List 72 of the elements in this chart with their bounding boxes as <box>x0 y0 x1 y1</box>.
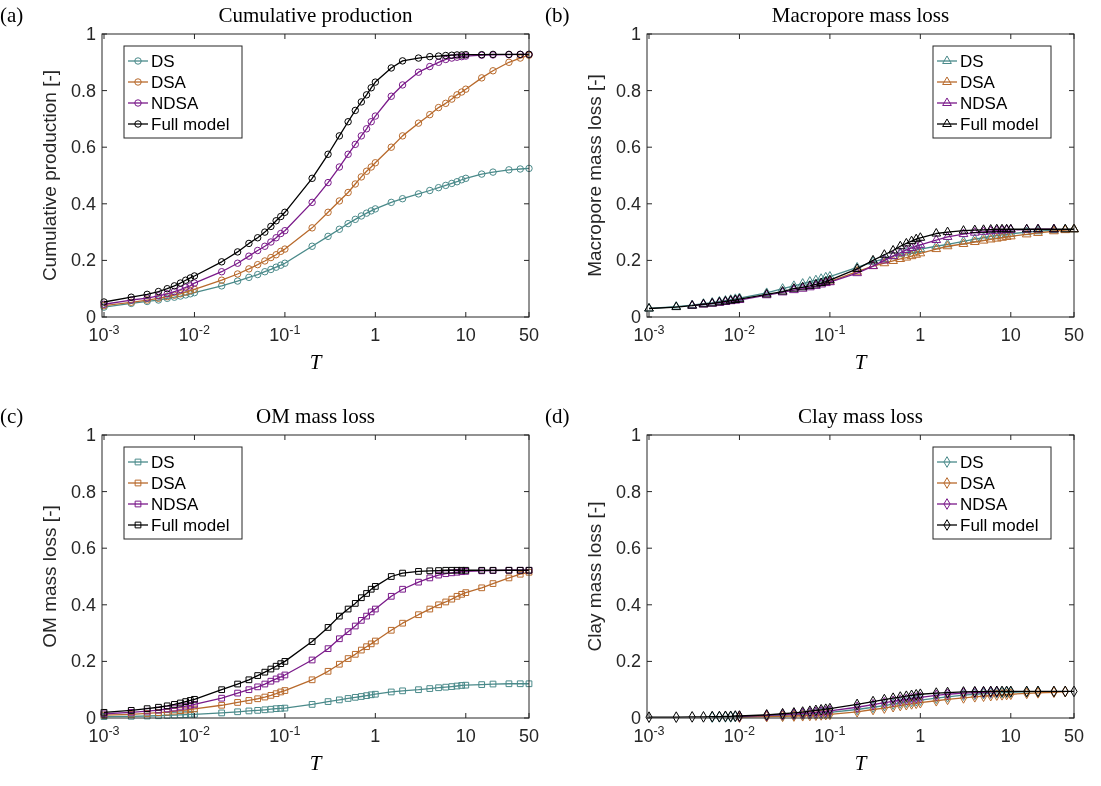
legend-label: NDSA <box>960 94 1008 113</box>
y-tick-label: 0.2 <box>615 250 641 271</box>
legend-label: DS <box>960 453 984 472</box>
x-tick-label: 10$^{-1}$ <box>814 724 846 746</box>
chart-title: Cumulative production <box>218 3 414 27</box>
y-tick-label: 0.8 <box>615 80 641 101</box>
x-tick-label: 10 <box>455 726 476 746</box>
chart-title: Macropore mass loss <box>771 3 950 27</box>
y-tick-label: 0.4 <box>70 193 96 214</box>
y-tick-label: 0.6 <box>615 538 641 559</box>
y-tick-label: 0.2 <box>70 250 96 271</box>
y-tick-label: 0.4 <box>615 594 641 615</box>
legend-label: Full model <box>151 115 230 134</box>
y-tick-label: 0.8 <box>70 481 96 502</box>
x-tick-label: 10 <box>1000 726 1021 746</box>
y-axis-title: Cumulative production [-] <box>39 69 60 282</box>
legend-label: NDSA <box>151 495 199 514</box>
chart-title: Clay mass loss <box>798 404 923 428</box>
legend-label: DS <box>151 453 175 472</box>
text: (c) <box>0 404 24 428</box>
y-tick-label: 0.4 <box>70 594 96 615</box>
x-axis-title: T <box>854 350 868 374</box>
legend-label: DS <box>960 52 984 71</box>
legend-label: Full model <box>960 516 1039 535</box>
legend-label: Full model <box>151 516 230 535</box>
x-tick-label: 50 <box>518 325 540 345</box>
x-tick-label: 10$^{-1}$ <box>269 724 301 746</box>
x-axis-title: T <box>309 350 323 374</box>
x-tick-label: 1 <box>370 325 381 345</box>
legend-label: DSA <box>151 474 187 493</box>
x-tick-label: 1 <box>915 726 926 746</box>
x-tick-label: 1 <box>370 726 381 746</box>
y-tick-label: 0.4 <box>615 193 641 214</box>
y-tick-label: 1 <box>630 24 641 44</box>
text: (b) <box>545 3 570 27</box>
y-tick-label: 0.8 <box>615 481 641 502</box>
text: (a) <box>0 3 24 27</box>
x-tick-label: 10$^{-1}$ <box>814 323 846 345</box>
legend-label: DSA <box>151 73 187 92</box>
y-axis-title: OM mass loss [-] <box>39 505 60 648</box>
y-tick-label: 1 <box>85 425 96 445</box>
legend-label: NDSA <box>960 495 1008 514</box>
x-tick-label: 1 <box>915 325 926 345</box>
x-tick-label: 50 <box>1063 325 1085 345</box>
x-axis-title: T <box>854 751 868 775</box>
y-axis-title: Macropore mass loss [-] <box>584 74 605 277</box>
x-tick-label: 10 <box>1000 325 1021 345</box>
y-tick-label: 0.2 <box>615 651 641 672</box>
y-axis-title: Clay mass loss [-] <box>584 501 605 652</box>
x-tick-label: 50 <box>1063 726 1085 746</box>
x-tick-label: 10$^{-2}$ <box>178 323 211 345</box>
x-tick-label: 10$^{-2}$ <box>178 724 211 746</box>
legend-label: NDSA <box>151 94 199 113</box>
x-tick-label: 10$^{-2}$ <box>723 323 756 345</box>
legend-label: DS <box>151 52 175 71</box>
text: (d) <box>545 404 570 428</box>
y-tick-label: 0.6 <box>70 538 96 559</box>
legend-label: DSA <box>960 73 996 92</box>
legend-label: Full model <box>960 115 1039 134</box>
y-tick-label: 1 <box>630 425 641 445</box>
y-tick-label: 0.2 <box>70 651 96 672</box>
x-tick-label: 10$^{-2}$ <box>723 724 756 746</box>
legend-label: DSA <box>960 474 996 493</box>
y-tick-label: 0.8 <box>70 80 96 101</box>
chart-title: OM mass loss <box>255 404 376 428</box>
x-axis-title: T <box>309 751 323 775</box>
x-tick-label: 50 <box>518 726 540 746</box>
y-tick-label: 0.6 <box>615 137 641 158</box>
x-tick-label: 10 <box>455 325 476 345</box>
y-tick-label: 0.6 <box>70 137 96 158</box>
y-tick-label: 1 <box>85 24 96 44</box>
x-tick-label: 10$^{-1}$ <box>269 323 301 345</box>
